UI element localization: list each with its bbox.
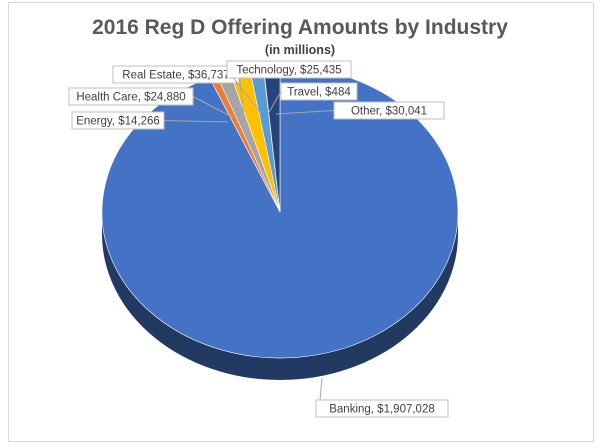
- label-text-technology: Technology, $25,435: [236, 65, 341, 77]
- leader-line-banking: [319, 377, 323, 401]
- leader-line-other: [275, 110, 335, 115]
- data-label-travel: Travel, $484: [267, 82, 358, 115]
- leader-line-energy: [163, 120, 229, 123]
- label-box-energy: [71, 111, 165, 130]
- label-text-travel: Travel, $484: [287, 87, 351, 99]
- data-label-real-estate: Real Estate, $36,737: [112, 65, 245, 116]
- label-text-banking: Banking, $1,907,028: [329, 404, 435, 416]
- label-box-health-care: [68, 87, 194, 106]
- label-box-other: [333, 101, 445, 120]
- pie-labels: Banking, $1,907,028 Energy, $14,266 Health…: [68, 60, 449, 418]
- leader-line-travel: [267, 91, 282, 115]
- label-box-technology: [226, 60, 352, 79]
- leader-line-real-estate: [238, 74, 245, 116]
- label-text-energy: Energy, $14,266: [76, 116, 160, 128]
- pie-slices: [101, 65, 459, 359]
- label-text-real-estate: Real Estate, $36,737: [122, 70, 229, 82]
- chart-title: 2016 Reg D Offering Amounts by Industry: [92, 16, 508, 39]
- label-text-other: Other, $30,041: [351, 106, 427, 118]
- data-label-other: Other, $30,041: [275, 101, 445, 120]
- data-label-technology: Technology, $25,435: [226, 60, 352, 116]
- leader-line-health-care: [192, 96, 235, 119]
- data-label-banking: Banking, $1,907,028: [315, 377, 449, 418]
- label-box-banking: [315, 399, 449, 418]
- data-label-energy: Energy, $14,266: [71, 111, 229, 130]
- label-box-travel: [280, 82, 358, 101]
- data-label-health-care: Health Care, $24,880: [68, 87, 235, 119]
- label-text-health-care: Health Care, $24,880: [76, 92, 185, 104]
- chart-subtitle: (in millions): [265, 43, 335, 57]
